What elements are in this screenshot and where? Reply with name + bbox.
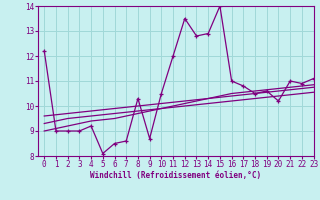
X-axis label: Windchill (Refroidissement éolien,°C): Windchill (Refroidissement éolien,°C)	[91, 171, 261, 180]
